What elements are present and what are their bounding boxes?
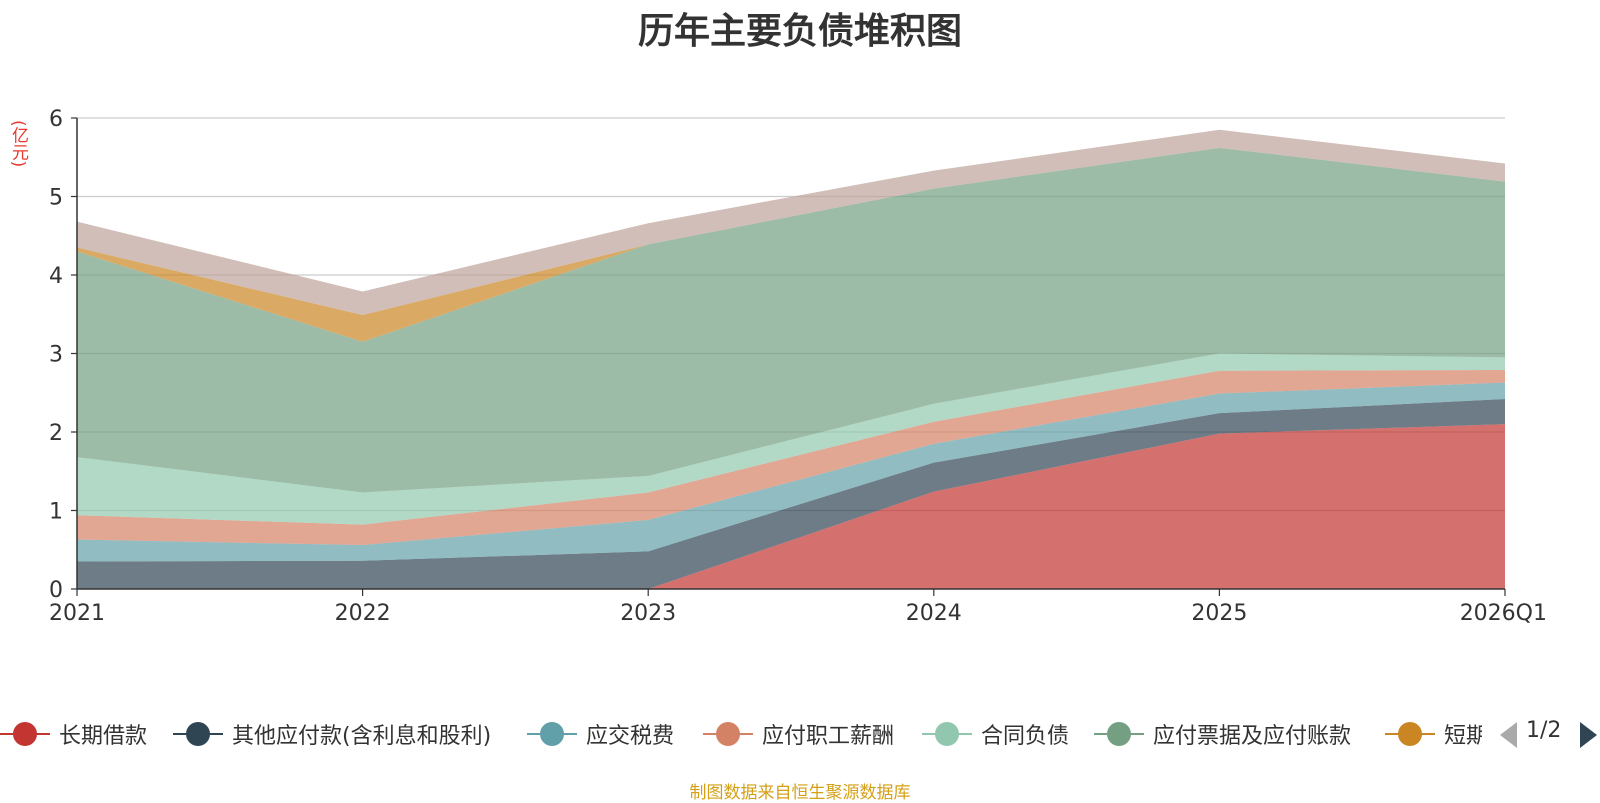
legend-item[interactable]: 合同负债 [922,712,1069,756]
legend-item[interactable]: 长期借款 [0,712,147,756]
area-series-3[interactable] [77,369,1505,546]
legend-item[interactable]: 应付票据及应付账款 [1094,712,1351,756]
legend-label: 应交税费 [586,724,675,749]
x-tick-label: 2024 [906,601,962,626]
area-series [77,129,1505,589]
data-source-note: 制图数据来自恒生聚源数据库 [689,783,911,803]
legend-item[interactable]: 短期借款 [1385,712,1482,756]
legend-marker-icon [703,712,753,756]
legend-marker-icon [922,712,972,756]
legend-label: 应付职工薪酬 [762,724,895,749]
chart-title: 历年主要负债堆积图 [637,11,962,52]
area-series-5[interactable] [77,147,1505,493]
legend-label: 合同负债 [981,724,1070,749]
legend-label: 长期借款 [59,724,148,749]
legend-marker-icon [0,712,50,756]
legend-page-indicator: 1/2 [1526,718,1562,743]
area-series-1[interactable] [77,399,1505,589]
legend-pager: 1/2 [1500,712,1600,756]
y-tick-label: 4 [49,264,63,289]
y-tick-label: 0 [49,578,63,603]
area-series-2[interactable] [77,382,1505,562]
y-axis-unit-label: (亿元) [8,120,28,168]
legend-label: 短期借款 [1444,724,1482,749]
stacked-area-chart: 0 1 2 3 4 5 6 2021 2022 2023 2024 2025 2026Q1 [49,107,1547,626]
area-series-4[interactable] [77,353,1505,525]
legend-marker-icon [1385,712,1435,756]
legend-item[interactable]: 其他应付款(含利息和股利) [173,712,491,756]
legend-label: 其他应付款(含利息和股利) [232,724,492,749]
legend: 长期借款 其他应付款(含利息和股利) 应交税费 应付职工薪酬 合同负债 应付票据及应付账款… [0,712,1600,756]
y-tick-label: 5 [49,186,63,211]
area-series-7[interactable] [77,129,1505,316]
x-tick-label: 2026Q1 [1460,601,1547,626]
legend-item[interactable]: 应付职工薪酬 [703,712,894,756]
legend-next-page-icon[interactable] [1580,722,1597,748]
legend-item[interactable]: 应交税费 [527,712,674,756]
legend-marker-icon [527,712,577,756]
axes: 0 1 2 3 4 5 6 2021 2022 2023 2024 2025 2026Q1 [49,107,1547,626]
x-tick-label: 2025 [1191,601,1247,626]
x-tick-label: 2022 [335,601,391,626]
y-tick-label: 1 [49,500,63,525]
y-tick-label: 6 [49,107,63,132]
legend-items: 长期借款 其他应付款(含利息和股利) 应交税费 应付职工薪酬 合同负债 应付票据及应付账款… [0,712,1482,756]
x-tick-label: 2021 [49,601,105,626]
legend-label: 应付票据及应付账款 [1153,724,1352,749]
legend-marker-icon [1094,712,1144,756]
y-tick-label: 3 [49,343,63,368]
area-series-0[interactable] [77,424,1505,589]
y-tick-label: 2 [49,421,63,446]
x-tick-label: 2023 [620,601,676,626]
legend-marker-icon [173,712,223,756]
legend-prev-page-icon[interactable] [1500,722,1517,748]
